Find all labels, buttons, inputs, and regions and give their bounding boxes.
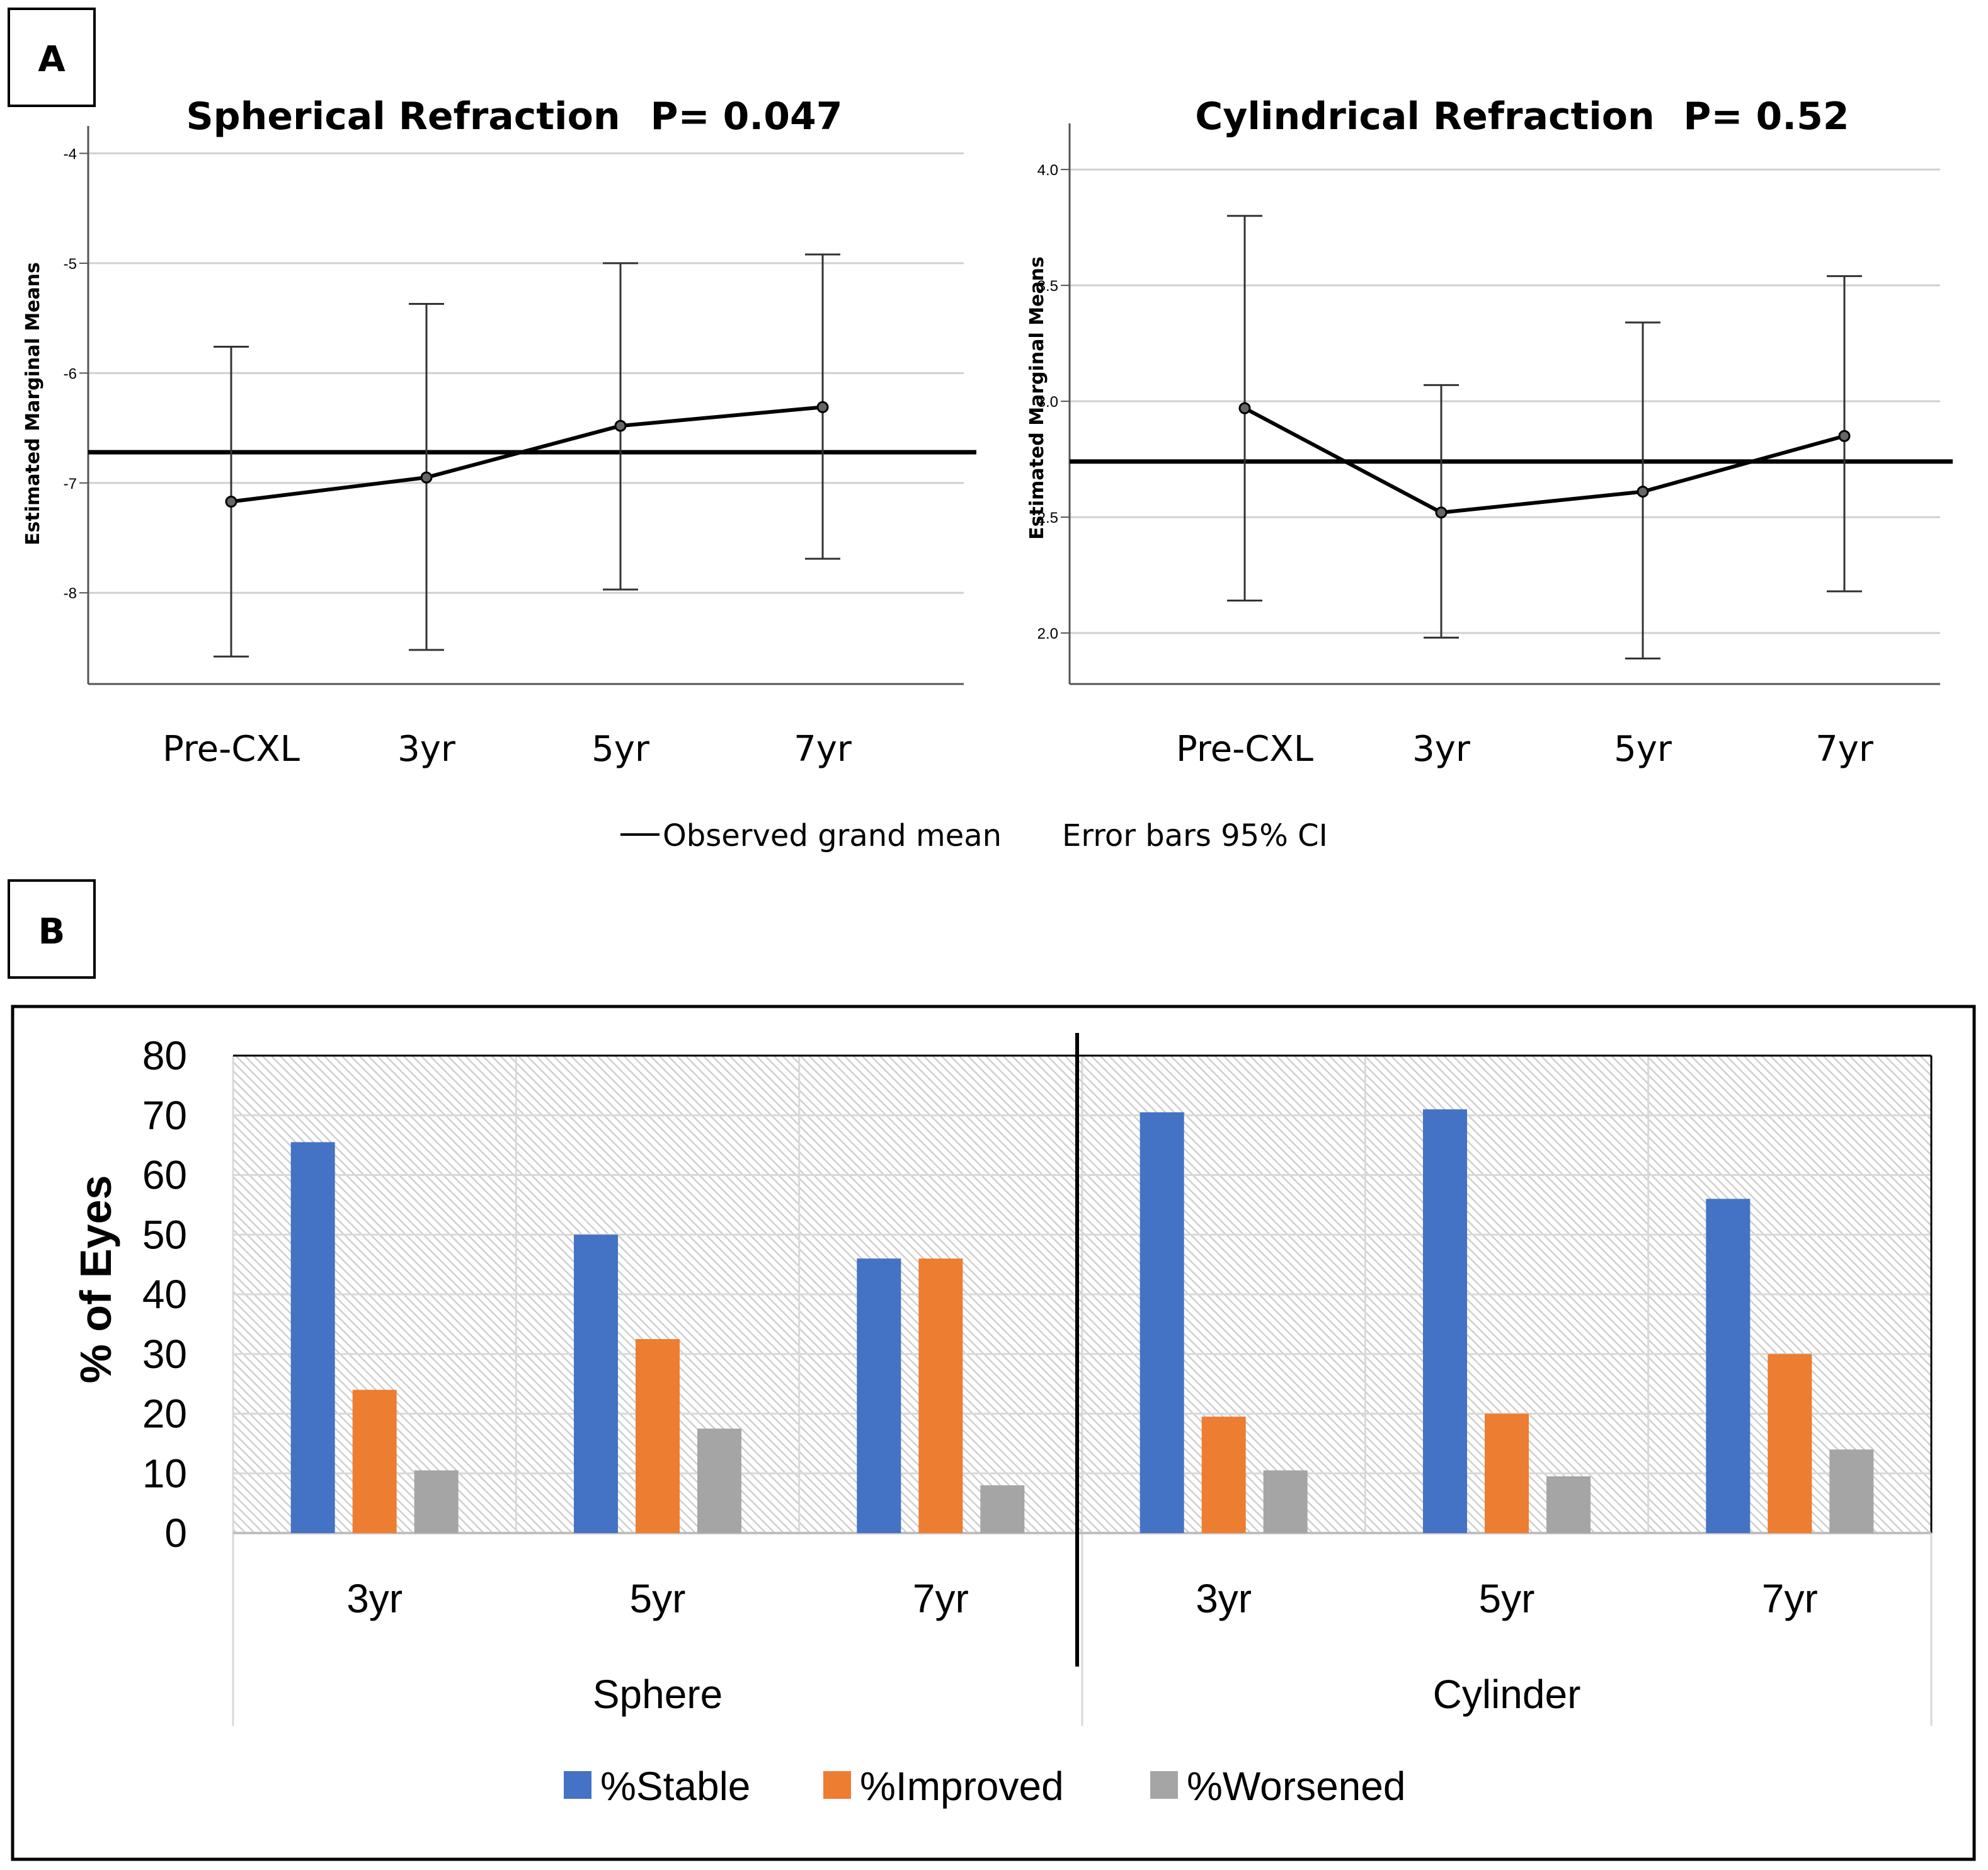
x-category-label: 5yr — [1479, 1576, 1535, 1621]
x-category-label: 5yr — [591, 729, 650, 770]
y-tick-label: -8 — [64, 585, 77, 602]
data-point — [1637, 486, 1649, 498]
bar — [980, 1485, 1025, 1533]
bar — [1768, 1354, 1812, 1533]
y-tick-label: 3.5 — [1037, 278, 1058, 295]
x-category-label: Pre-CXL — [1176, 729, 1313, 770]
x-category-label: 7yr — [1815, 729, 1874, 770]
mean-line — [231, 405, 823, 504]
bar — [290, 1142, 335, 1533]
x-category-label: 7yr — [913, 1576, 969, 1621]
bar — [1140, 1112, 1184, 1533]
p-value: P= 0.52 — [1683, 94, 1849, 139]
y-tick-label: 4.0 — [1037, 162, 1058, 179]
group-label: Cylinder — [1433, 1672, 1581, 1717]
y-tick-label: 60 — [142, 1153, 187, 1198]
y-tick-label: 30 — [142, 1331, 187, 1377]
data-point — [1435, 506, 1448, 519]
legend-error-bars: Error bars 95% CI — [1062, 818, 1328, 853]
y-tick-label: -4 — [64, 145, 77, 162]
y-tick-label: 2.5 — [1037, 510, 1058, 527]
bar — [1201, 1417, 1246, 1533]
y-tick-label: 20 — [142, 1391, 187, 1437]
legend-entry: %Worsened — [1187, 1764, 1405, 1809]
panel-label-a-text: A — [38, 39, 66, 80]
legend-grand-mean: Observed grand mean — [663, 818, 1002, 853]
p-value: P= 0.047 — [651, 94, 843, 139]
cylindrical-refraction-chart: Cylindrical Refraction P= 0.52 Estimated… — [1026, 94, 1953, 770]
y-tick-label: -7 — [64, 476, 77, 493]
chart-title: Cylindrical Refraction — [1195, 94, 1654, 139]
y-axis-label: % of Eyes — [71, 1175, 120, 1384]
refraction-change-bar-chart: % of Eyes 0 10 20 30 40 50 60 70 80 3yr 5yr 7yr 3yr… — [11, 1005, 1976, 1861]
x-category-label: Pre-CXL — [163, 729, 300, 770]
x-category-label: 7yr — [1762, 1576, 1818, 1621]
chart-b-frame — [11, 1005, 1976, 1861]
legend-a: Observed grand mean Error bars 95% CI — [620, 818, 1328, 853]
spherical-refraction-chart: Spherical Refraction P= 0.047 Estimated … — [22, 94, 976, 770]
x-category-label: 3yr — [1196, 1576, 1252, 1621]
x-category-label: 7yr — [794, 729, 852, 770]
bar — [1423, 1109, 1467, 1533]
data-point — [816, 401, 829, 413]
y-tick-label: 0 — [164, 1510, 187, 1556]
legend-swatch — [823, 1771, 851, 1799]
y-tick-label: -5 — [64, 256, 77, 273]
x-category-label: 3yr — [1412, 729, 1471, 770]
bar — [857, 1258, 901, 1533]
bar — [1485, 1413, 1529, 1533]
data-point — [1238, 402, 1251, 414]
bar — [1829, 1449, 1874, 1533]
x-category-label: 3yr — [397, 729, 456, 770]
legend-swatch — [564, 1771, 591, 1799]
data-point — [614, 419, 627, 432]
y-tick-label: -6 — [64, 365, 77, 382]
x-category-label: 5yr — [630, 1576, 686, 1621]
panel-label-b: B — [8, 879, 96, 979]
legend-entry: %Improved — [860, 1764, 1064, 1809]
y-tick-label: 70 — [142, 1093, 187, 1138]
y-tick-label: 2.0 — [1037, 625, 1058, 642]
bar — [697, 1428, 741, 1533]
panel-label-b-text: B — [38, 911, 66, 952]
data-point — [420, 471, 433, 484]
panel-label-a: A — [8, 8, 96, 107]
y-axis-label: Estimated Marginal Means — [1026, 256, 1048, 540]
chart-title: Spherical Refraction — [186, 94, 620, 139]
bar — [1546, 1476, 1591, 1533]
bar — [1706, 1199, 1751, 1533]
bar — [918, 1258, 963, 1533]
bar — [1263, 1470, 1308, 1533]
y-tick-label: 3.0 — [1037, 394, 1058, 411]
data-point — [225, 495, 237, 508]
x-category-label: 5yr — [1614, 729, 1672, 770]
y-tick-label: 10 — [142, 1451, 187, 1496]
y-tick-label: 80 — [142, 1033, 187, 1078]
x-category-label: 3yr — [346, 1576, 403, 1621]
y-tick-label: 40 — [142, 1272, 187, 1317]
y-tick-label: 50 — [142, 1212, 187, 1257]
bar — [574, 1234, 618, 1533]
legend-swatch — [1150, 1771, 1178, 1799]
legend-entry: %Stable — [600, 1764, 750, 1809]
bar — [352, 1389, 397, 1533]
data-point — [1838, 430, 1851, 442]
bar — [636, 1339, 680, 1533]
y-axis-label: Estimated Marginal Means — [22, 262, 44, 545]
bar — [414, 1470, 459, 1533]
mean-line — [1243, 406, 1845, 515]
group-label: Sphere — [593, 1672, 723, 1717]
